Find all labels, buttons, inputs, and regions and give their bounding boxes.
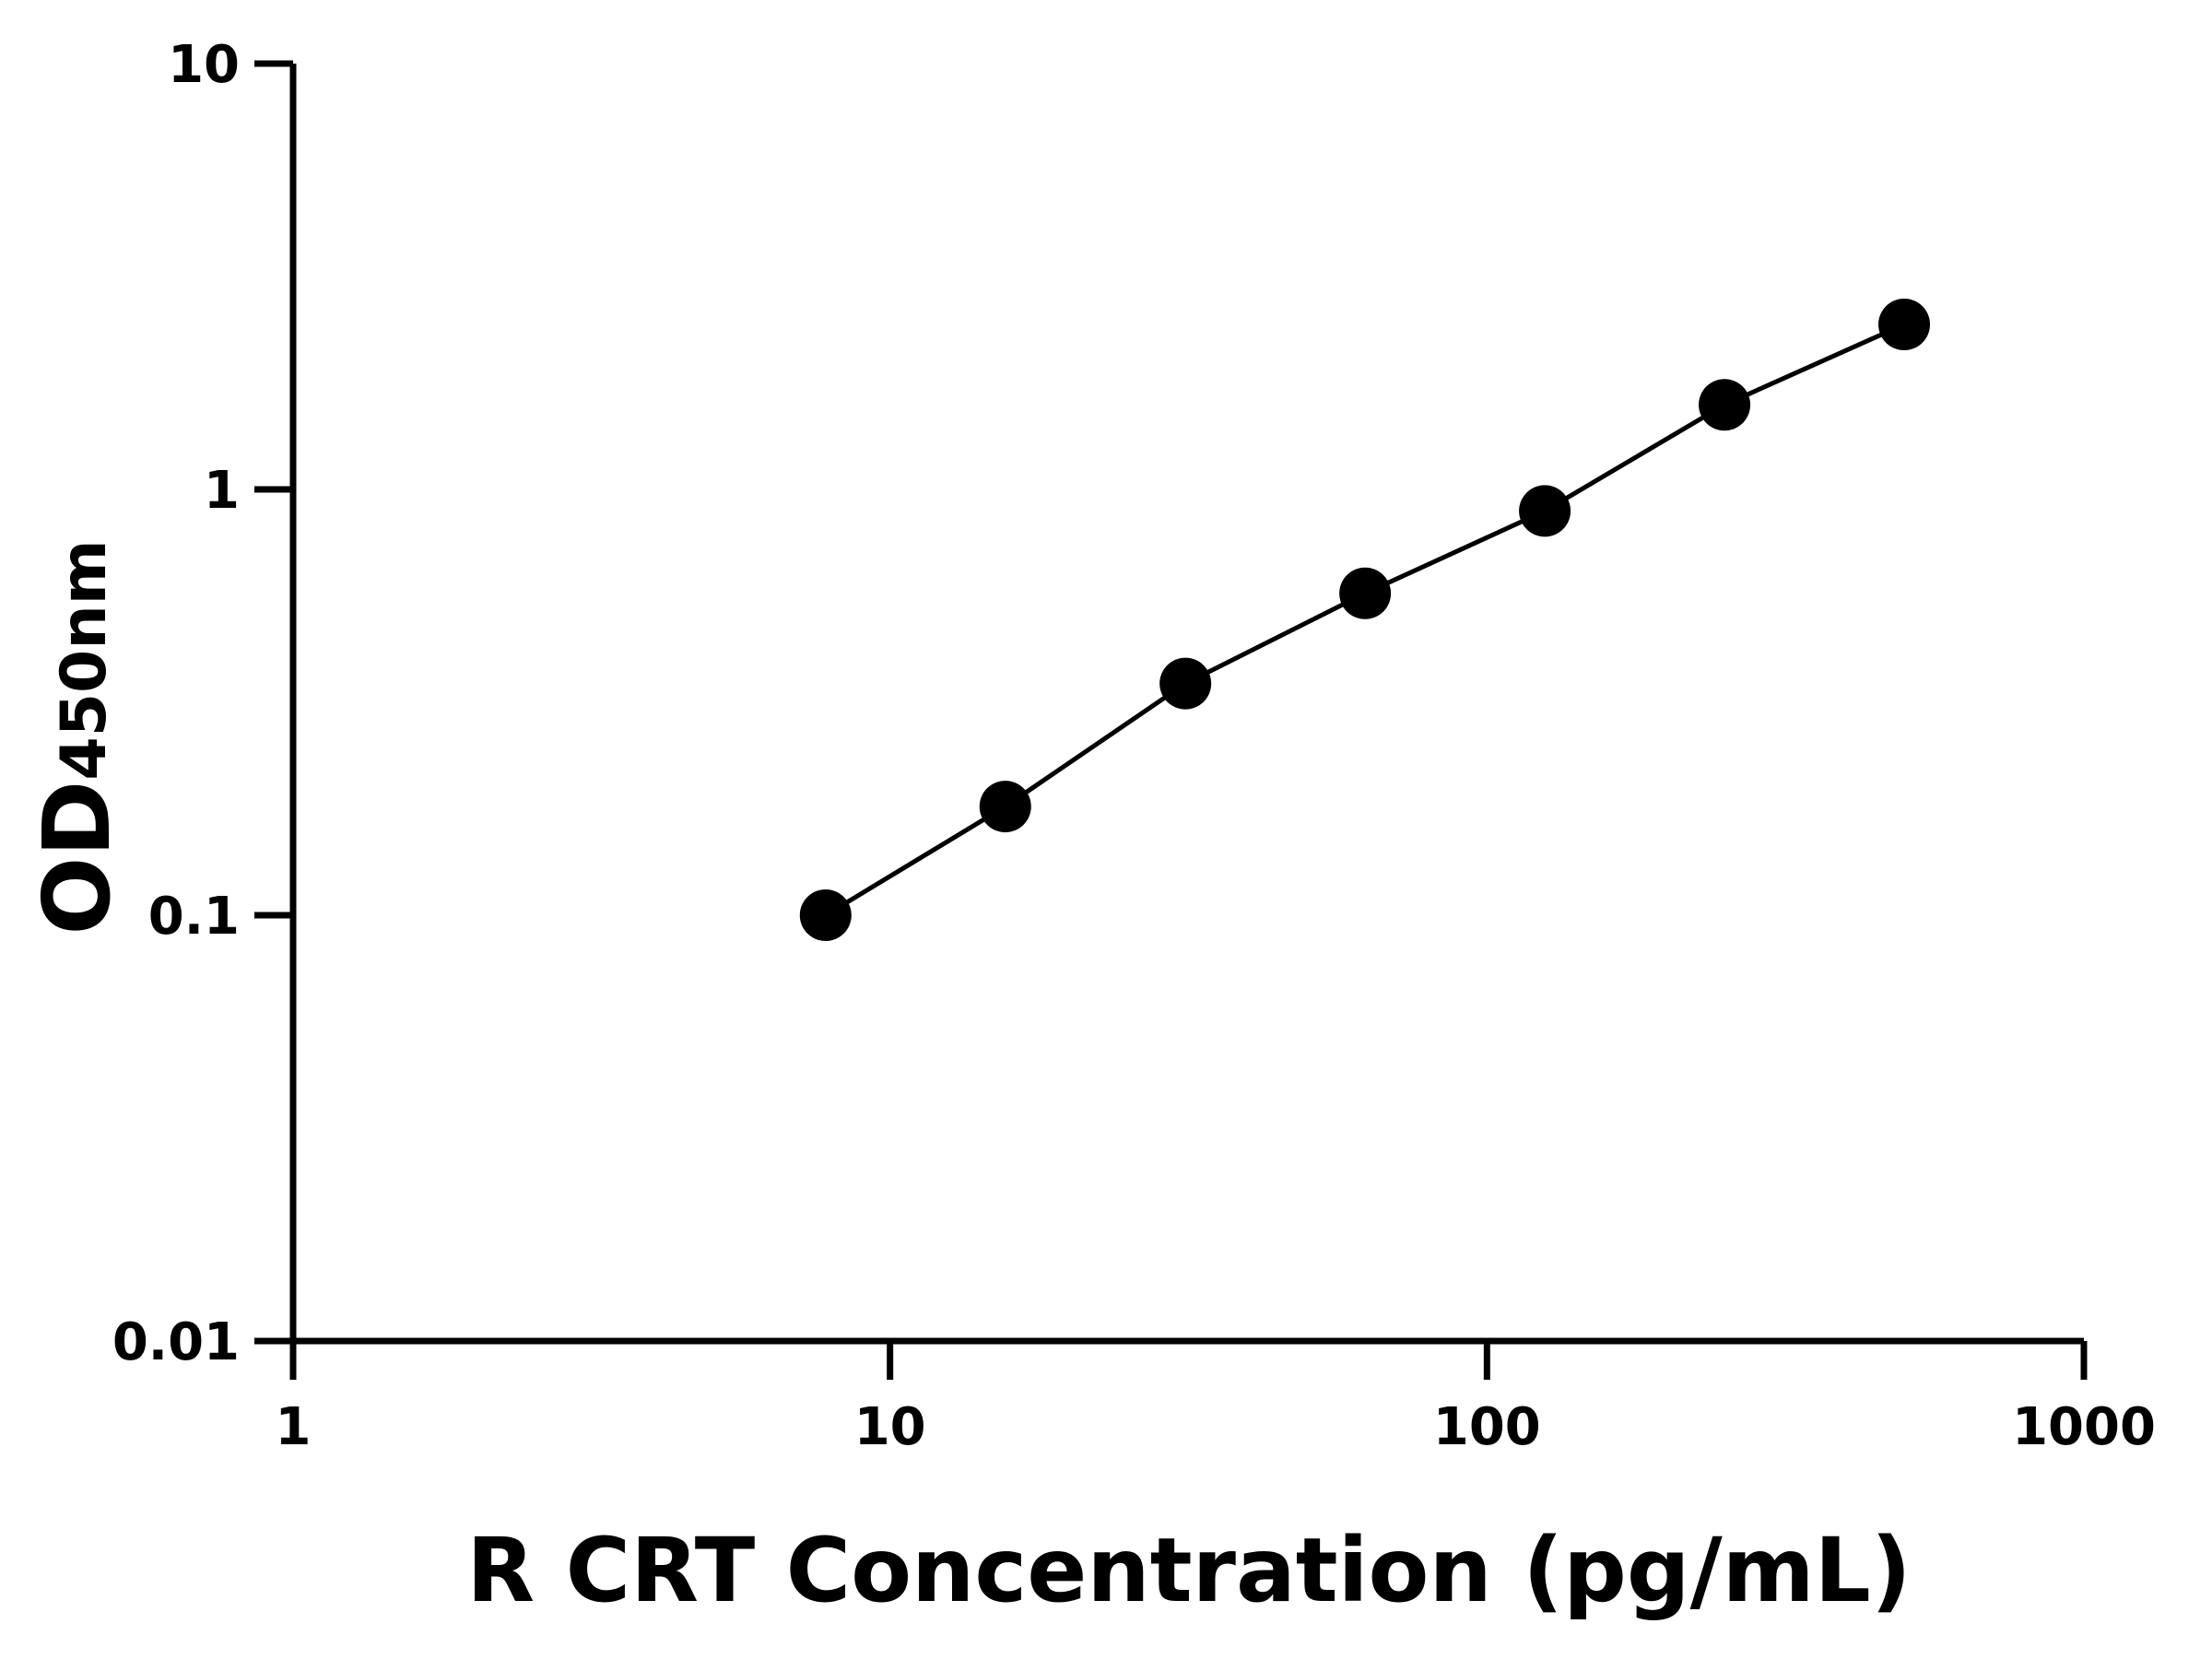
data-point bbox=[1878, 299, 1931, 351]
data-point bbox=[979, 781, 1031, 833]
y-tick-label: 10 bbox=[168, 35, 240, 95]
y-tick-label: 0.1 bbox=[148, 887, 240, 947]
data-point bbox=[1339, 567, 1392, 619]
x-tick-label: 1000 bbox=[2012, 1397, 2156, 1457]
data-point bbox=[1519, 485, 1571, 537]
y-axis-label: OD450nm bbox=[23, 539, 131, 935]
y-label-main: OD bbox=[23, 781, 131, 935]
y-tick-label: 0.01 bbox=[112, 1312, 240, 1372]
data-point bbox=[799, 889, 852, 941]
y-tick-label: 1 bbox=[204, 461, 240, 521]
data-point bbox=[1159, 657, 1212, 710]
data-point bbox=[1699, 379, 1751, 431]
x-tick-label: 10 bbox=[854, 1397, 926, 1457]
y-label-sub: 450nm bbox=[48, 539, 121, 780]
x-axis-label: R CRT Concentration (pg/mL) bbox=[466, 1519, 1911, 1622]
x-tick-label: 100 bbox=[1433, 1397, 1541, 1457]
x-tick-label: 1 bbox=[276, 1397, 312, 1457]
